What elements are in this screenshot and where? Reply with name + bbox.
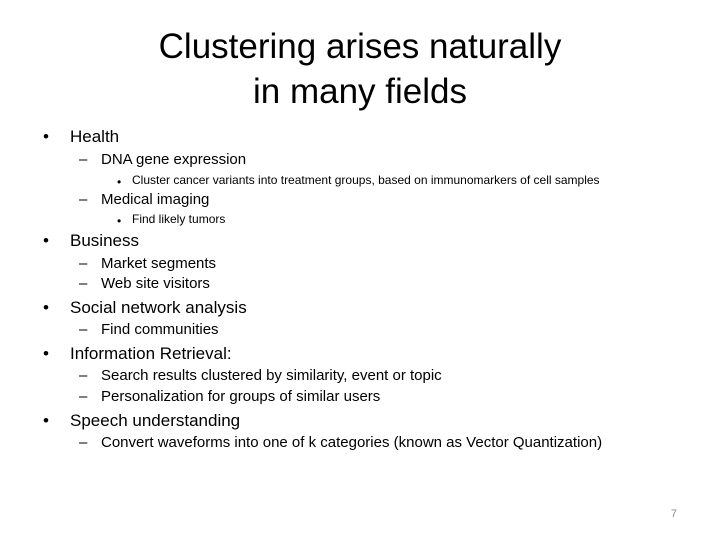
bullet-marker: • — [43, 298, 49, 317]
title-line-2: in many fields — [253, 72, 467, 111]
bullet-text: Information Retrieval: — [70, 344, 232, 363]
dash-marker: – — [79, 255, 88, 272]
bullet-text: Social network analysis — [70, 298, 247, 317]
bullet-item-business: • Business — [43, 231, 139, 251]
slide-title: Clustering arises naturally in many fiel… — [0, 24, 720, 114]
title-line-1: Clustering arises naturally — [158, 27, 562, 66]
dash-marker: – — [79, 367, 88, 384]
bullet-text: Business — [70, 231, 139, 250]
sub-bullet-item: – Web site visitors — [79, 275, 210, 293]
bullet-marker: • — [43, 344, 49, 363]
bullet-item-health: • Health — [43, 127, 119, 147]
sub-bullet-item: – DNA gene expression — [79, 151, 246, 169]
sub-sub-bullet-text: Find likely tumors — [132, 212, 226, 226]
bullet-item-information-retrieval: • Information Retrieval: — [43, 344, 232, 364]
bullet-marker: • — [43, 231, 49, 250]
dash-marker: – — [79, 434, 88, 451]
dash-marker: – — [79, 275, 88, 292]
bullet-text: Speech understanding — [70, 411, 241, 430]
sub-bullet-text: DNA gene expression — [101, 151, 247, 168]
sub-sub-bullet-text: Cluster cancer variants into treatment g… — [132, 173, 600, 187]
dash-marker: – — [79, 388, 88, 405]
bullet-marker: • — [43, 411, 49, 430]
sub-bullet-item: – Find communities — [79, 321, 219, 339]
sub-bullet-item: – Medical imaging — [79, 191, 209, 209]
dash-marker: – — [79, 151, 88, 168]
sub-bullet-text: Market segments — [101, 255, 217, 272]
sub-bullet-item: – Convert waveforms into one of k catego… — [79, 434, 602, 452]
sub-bullet-text: Search results clustered by similarity, … — [101, 367, 442, 384]
bullet-text: Health — [70, 127, 120, 146]
sub-bullet-item: – Search results clustered by similarity… — [79, 367, 442, 385]
dash-marker: – — [79, 321, 88, 338]
sub-bullet-text: Convert waveforms into one of k categori… — [101, 434, 603, 451]
sub-bullet-text: Web site visitors — [101, 275, 210, 292]
sub-bullet-item: – Personalization for groups of similar … — [79, 388, 380, 406]
dash-marker: – — [79, 191, 88, 208]
bullet-marker: • — [117, 175, 122, 189]
bullet-item-social-network: • Social network analysis — [43, 298, 247, 318]
slide-page-number: 7 — [670, 508, 677, 520]
bullet-marker: • — [43, 127, 49, 146]
sub-bullet-text: Medical imaging — [101, 191, 210, 208]
bullet-marker: • — [117, 214, 122, 228]
sub-bullet-text: Personalization for groups of similar us… — [101, 388, 381, 405]
sub-sub-bullet-item: • Find likely tumors — [117, 212, 225, 230]
sub-bullet-item: – Market segments — [79, 255, 216, 273]
bullet-item-speech-understanding: • Speech understanding — [43, 411, 240, 431]
sub-bullet-text: Find communities — [101, 321, 219, 338]
sub-sub-bullet-item: • Cluster cancer variants into treatment… — [117, 173, 600, 191]
